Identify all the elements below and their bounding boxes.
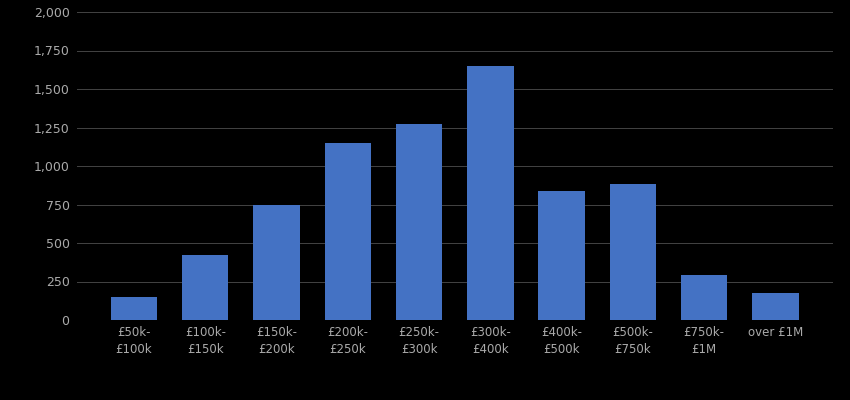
Bar	[539, 191, 585, 320]
Bar	[681, 275, 728, 320]
Bar	[468, 66, 513, 320]
Bar	[752, 293, 799, 320]
Bar	[609, 184, 656, 320]
Bar	[396, 124, 442, 320]
Bar	[253, 204, 300, 320]
Bar	[110, 297, 157, 320]
Bar	[325, 143, 371, 320]
Bar	[182, 254, 229, 320]
